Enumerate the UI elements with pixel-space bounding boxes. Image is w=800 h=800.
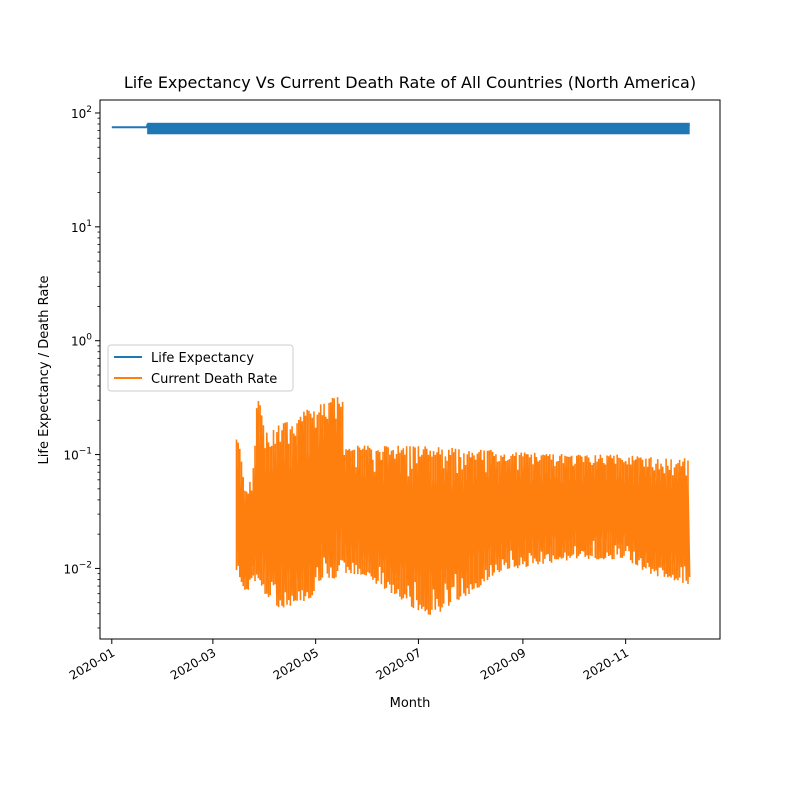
life-expectancy-line (111, 124, 690, 129)
y-tick-label: 101 (71, 219, 92, 235)
x-axis-label: Month (390, 696, 431, 711)
legend-label-life-expectancy: Life Expectancy (151, 351, 254, 366)
y-tick-label: 100 (71, 333, 92, 349)
x-tick-label: 2020-05 (271, 645, 321, 682)
plot-area (111, 122, 691, 615)
legend-box (107, 344, 294, 392)
y-axis-ticks: 10−2 10−1 100 101 102 (63, 105, 100, 629)
x-tick-label: 2020-03 (168, 645, 218, 682)
y-tick-label: 102 (71, 105, 92, 121)
legend: Life Expectancy Current Death Rate (107, 344, 294, 392)
legend-label-current-death-rate: Current Death Rate (151, 372, 277, 387)
x-tick-label: 2020-01 (67, 645, 117, 682)
series-current-death-rate (235, 397, 691, 615)
y-tick-label: 10−2 (63, 560, 92, 576)
x-tick-label: 2020-07 (374, 645, 424, 682)
y-axis-label: Life Expectancy / Death Rate (37, 276, 52, 465)
life-expectancy-band (147, 122, 690, 135)
x-tick-label: 2020-09 (478, 645, 528, 682)
axes-frame (99, 99, 721, 640)
x-tick-label: 2020-11 (581, 645, 631, 682)
x-axis-ticks: 2020-01 2020-03 2020-05 2020-07 2020-09 2020-… (67, 639, 631, 683)
chart-title: Life Expectancy Vs Current Death Rate of… (124, 73, 696, 92)
current-death-rate-line (235, 397, 691, 615)
series-life-expectancy (111, 122, 690, 135)
y-tick-label: 10−1 (63, 447, 92, 463)
